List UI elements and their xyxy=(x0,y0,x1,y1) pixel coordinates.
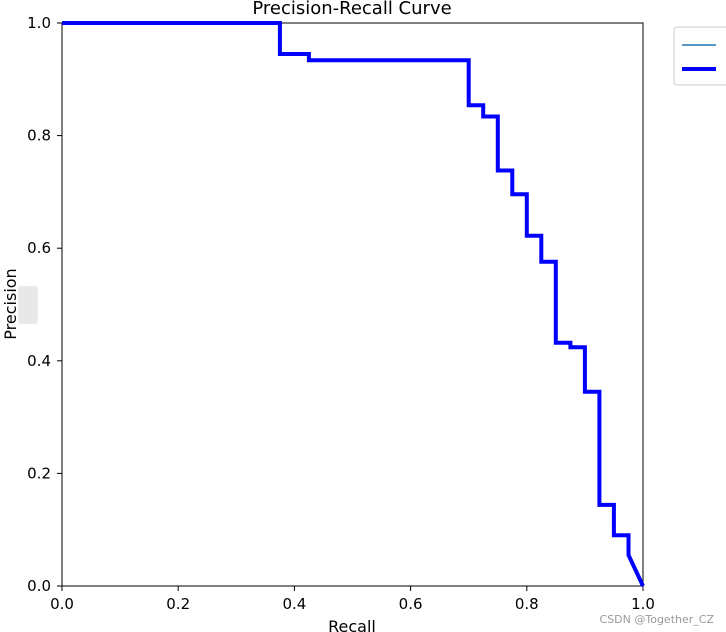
x-tick-label: 0.4 xyxy=(282,595,306,613)
legend-box xyxy=(673,26,726,86)
series-line-2 xyxy=(62,21,645,587)
y-axis-label: Precision xyxy=(1,268,20,339)
x-tick-label: 0.8 xyxy=(515,595,539,613)
x-tick-label: 0.2 xyxy=(166,595,190,613)
y-axis: 0.0 0.2 0.4 0.6 0.8 1.0 xyxy=(27,14,62,595)
watermark: CSDN @Together_CZ xyxy=(599,613,714,626)
y-tick-label: 0.4 xyxy=(27,352,51,370)
legend xyxy=(673,26,726,86)
y-tick-label: 0.8 xyxy=(27,127,51,145)
x-tick-label: 0.6 xyxy=(399,595,423,613)
x-axis: 0.0 0.2 0.4 0.6 0.8 1.0 xyxy=(50,586,655,613)
y-tick-label: 1.0 xyxy=(27,14,51,32)
y-tick-label: 0.0 xyxy=(27,577,51,595)
x-tick-label: 0.0 xyxy=(50,595,74,613)
x-tick-label: 1.0 xyxy=(631,595,655,613)
axes-frame xyxy=(61,22,644,587)
series-layer xyxy=(62,21,645,587)
chart-title: Precision-Recall Curve xyxy=(252,0,451,19)
y-tick-label: 0.6 xyxy=(27,239,51,257)
x-axis-label: Recall xyxy=(328,617,376,632)
plot-area xyxy=(61,22,644,587)
y-tick-label: 0.2 xyxy=(27,464,51,482)
shaded-marker xyxy=(18,286,38,324)
